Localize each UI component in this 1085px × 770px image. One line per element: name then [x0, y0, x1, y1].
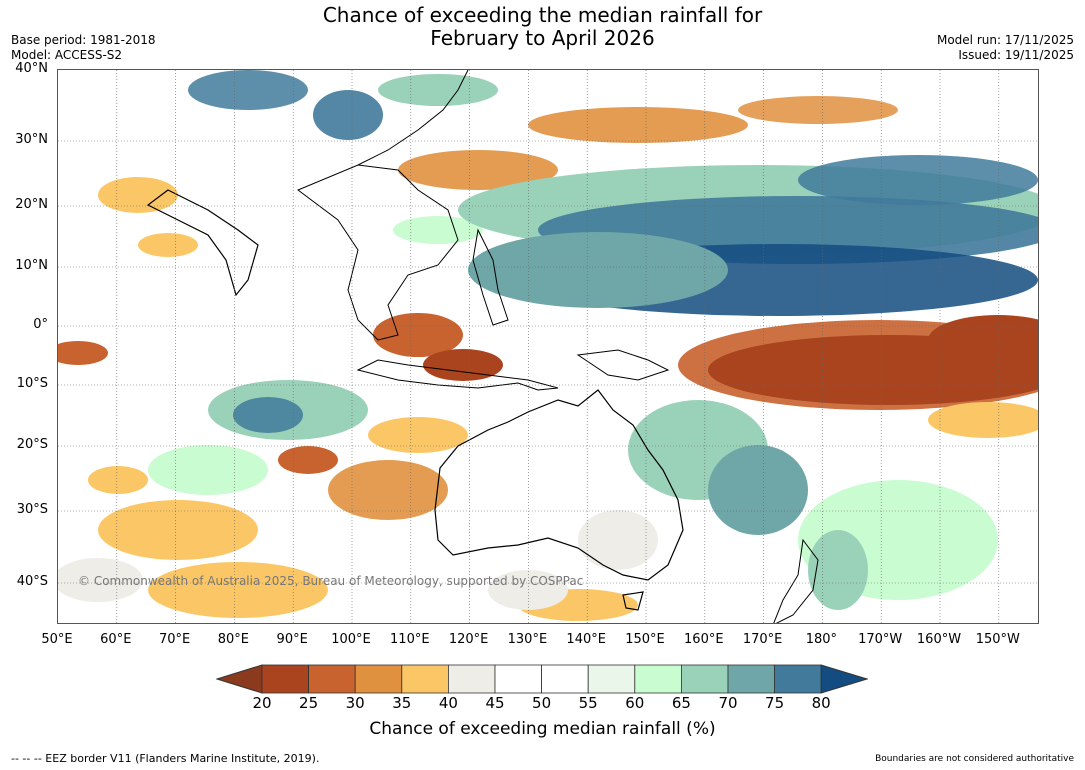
longitude-label: 100°E — [331, 632, 371, 647]
issued-text: Issued: 19/11/2025 — [958, 48, 1074, 62]
colorbar-high-extension — [820, 664, 869, 694]
gridlines — [58, 70, 1038, 623]
longitude-label: 110°E — [390, 632, 430, 647]
longitude-label: 180° — [805, 632, 838, 647]
colorbar-tick-label: 35 — [392, 694, 412, 712]
colorbar — [215, 664, 869, 694]
colorbar-low-extension — [215, 664, 263, 694]
longitude-label: 150°E — [625, 632, 665, 647]
india-outline — [146, 189, 259, 297]
colorbar-segment — [680, 664, 729, 694]
new-guinea-outline — [576, 349, 670, 381]
new-zealand-outline — [773, 538, 819, 623]
latitude-label: 20°S — [16, 437, 48, 452]
colorbar-tick-label: 25 — [299, 694, 319, 712]
colorbar-tick-label: 75 — [765, 694, 785, 712]
colorbar-segment — [261, 664, 309, 694]
model-text: Model: ACCESS-S2 — [11, 48, 123, 62]
colorbar-tick-label: 40 — [438, 694, 458, 712]
rainfall-map — [57, 69, 1039, 624]
probability-field — [58, 70, 1038, 621]
colorbar-tick-label: 70 — [718, 694, 738, 712]
copyright-notice: © Commonwealth of Australia 2025, Bureau… — [78, 574, 584, 588]
boundaries-disclaimer: Boundaries are not considered authoritat… — [875, 754, 1074, 764]
longitude-label: 170°W — [858, 632, 903, 647]
longitude-label: 60°E — [100, 632, 132, 647]
colorbar-segment — [541, 664, 589, 694]
longitude-label: 50°E — [41, 632, 73, 647]
latitude-label: 10°S — [16, 376, 48, 391]
longitude-label: 160°W — [916, 632, 962, 647]
colorbar-tick-label: 45 — [485, 694, 505, 712]
colorbar-tick-label: 55 — [578, 694, 598, 712]
colorbar-tick-label: 65 — [671, 694, 691, 712]
meta-right: Model run: 17/11/2025 Issued: 19/11/2025 — [937, 33, 1074, 63]
map-title: Chance of exceeding the median rainfall … — [0, 4, 1085, 50]
longitude-label: 80°E — [217, 632, 250, 647]
tasmania-outline — [622, 591, 644, 611]
meta-left: Base period: 1981-2018 Model: ACCESS-S2 — [11, 33, 156, 63]
longitude-label: 140°E — [566, 632, 606, 647]
colorbar-tick-label: 80 — [811, 694, 831, 712]
latitude-label: 10°N — [15, 258, 48, 273]
latitude-label: 30°N — [15, 132, 48, 147]
philippines-outline — [472, 228, 509, 326]
colorbar-tick-label: 30 — [345, 694, 365, 712]
colorbar-tick-label: 50 — [532, 694, 552, 712]
longitude-label: 150°W — [975, 632, 1020, 647]
longitude-label: 160°E — [684, 632, 724, 647]
longitude-label: 90°E — [276, 632, 308, 647]
model-run-text: Model run: 17/11/2025 — [936, 33, 1074, 47]
southeast-asia-outline — [297, 164, 459, 341]
map-title-line1: Chance of exceeding the median rainfall … — [322, 3, 763, 27]
colorbar-segment — [401, 664, 449, 694]
eez-border-note: -- -- -- EEZ border V11 (Flanders Marine… — [11, 752, 320, 765]
colorbar-graphic — [215, 664, 869, 694]
colorbar-segment — [494, 664, 542, 694]
longitude-label: 130°E — [507, 632, 548, 647]
colorbar-tick-label: 60 — [625, 694, 645, 712]
colorbar-segment — [634, 664, 682, 694]
colorbar-tick-label: 20 — [252, 694, 272, 712]
colorbar-segment — [727, 664, 775, 694]
latitude-label: 0° — [33, 317, 48, 332]
latitude-label: 30°S — [16, 502, 48, 517]
colorbar-segment — [587, 664, 636, 694]
colorbar-segment — [774, 664, 822, 694]
base-period-text: Base period: 1981-2018 — [11, 33, 156, 47]
colorbar-segment — [308, 664, 356, 694]
map-canvas — [58, 70, 1038, 623]
indonesia-outline — [356, 359, 559, 391]
colorbar-segment — [447, 664, 496, 694]
colorbar-title: Chance of exceeding median rainfall (%) — [369, 719, 716, 739]
china-coast-outline — [357, 70, 469, 166]
longitude-label: 70°E — [158, 632, 191, 647]
latitude-label: 40°S — [16, 574, 48, 589]
colorbar-segment — [354, 664, 403, 694]
longitude-label: 120°E — [448, 632, 489, 647]
latitude-label: 40°N — [15, 61, 48, 76]
map-title-line2: February to April 2026 — [430, 26, 655, 50]
australia-outline — [434, 389, 684, 581]
longitude-label: 170°E — [742, 632, 783, 647]
latitude-label: 20°N — [15, 197, 48, 212]
